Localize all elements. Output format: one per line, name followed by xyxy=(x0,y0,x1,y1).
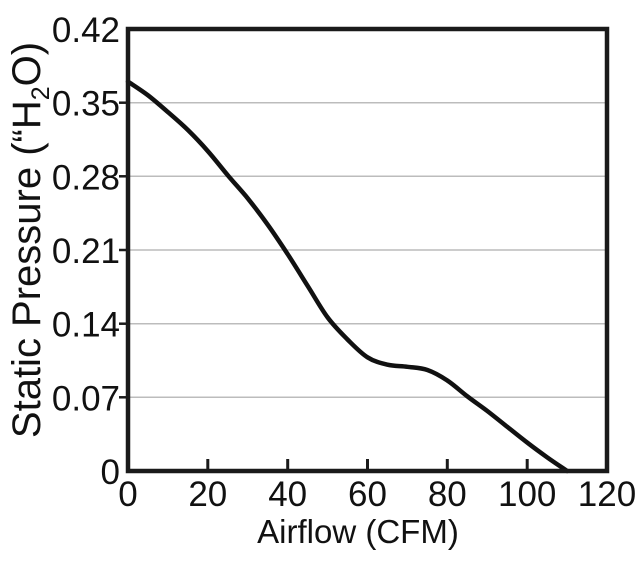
x-tick-label: 100 xyxy=(498,475,556,514)
x-axis-label: Airflow (CFM) xyxy=(257,513,459,550)
x-tick-label: 120 xyxy=(578,475,636,514)
x-tick-label: 60 xyxy=(348,475,387,514)
y-tick-label: 0.07 xyxy=(52,379,120,418)
y-tick-label: 0.42 xyxy=(52,11,120,50)
y-axis-label: Static Pressure (“H2O) xyxy=(5,42,55,438)
x-tick-label: 20 xyxy=(188,475,227,514)
gridlines xyxy=(128,101,607,399)
y-tick-labels: 0 0.07 0.14 0.21 0.28 0.35 0.42 xyxy=(52,11,120,492)
y-tick-label: 0.14 xyxy=(52,306,120,345)
y-tick-label: 0.35 xyxy=(52,85,120,124)
fan-curve xyxy=(125,79,570,474)
tick-marks xyxy=(119,101,529,469)
plot-border xyxy=(125,26,610,474)
y-axis-label-end: O) xyxy=(5,42,49,86)
x-tick-labels: 0 20 40 60 80 100 120 xyxy=(118,475,636,514)
x-tick-label: 80 xyxy=(428,475,467,514)
y-tick-label: 0 xyxy=(101,453,120,492)
y-tick-label: 0.21 xyxy=(52,232,120,271)
y-axis-label-main: Static Pressure (“H xyxy=(5,100,49,438)
y-tick-label: 0.28 xyxy=(52,158,120,197)
y-axis-label-subscript: 2 xyxy=(27,86,55,100)
x-tick-label: 40 xyxy=(268,475,307,514)
curve-layer xyxy=(125,79,570,474)
x-tick-label: 0 xyxy=(118,475,137,514)
